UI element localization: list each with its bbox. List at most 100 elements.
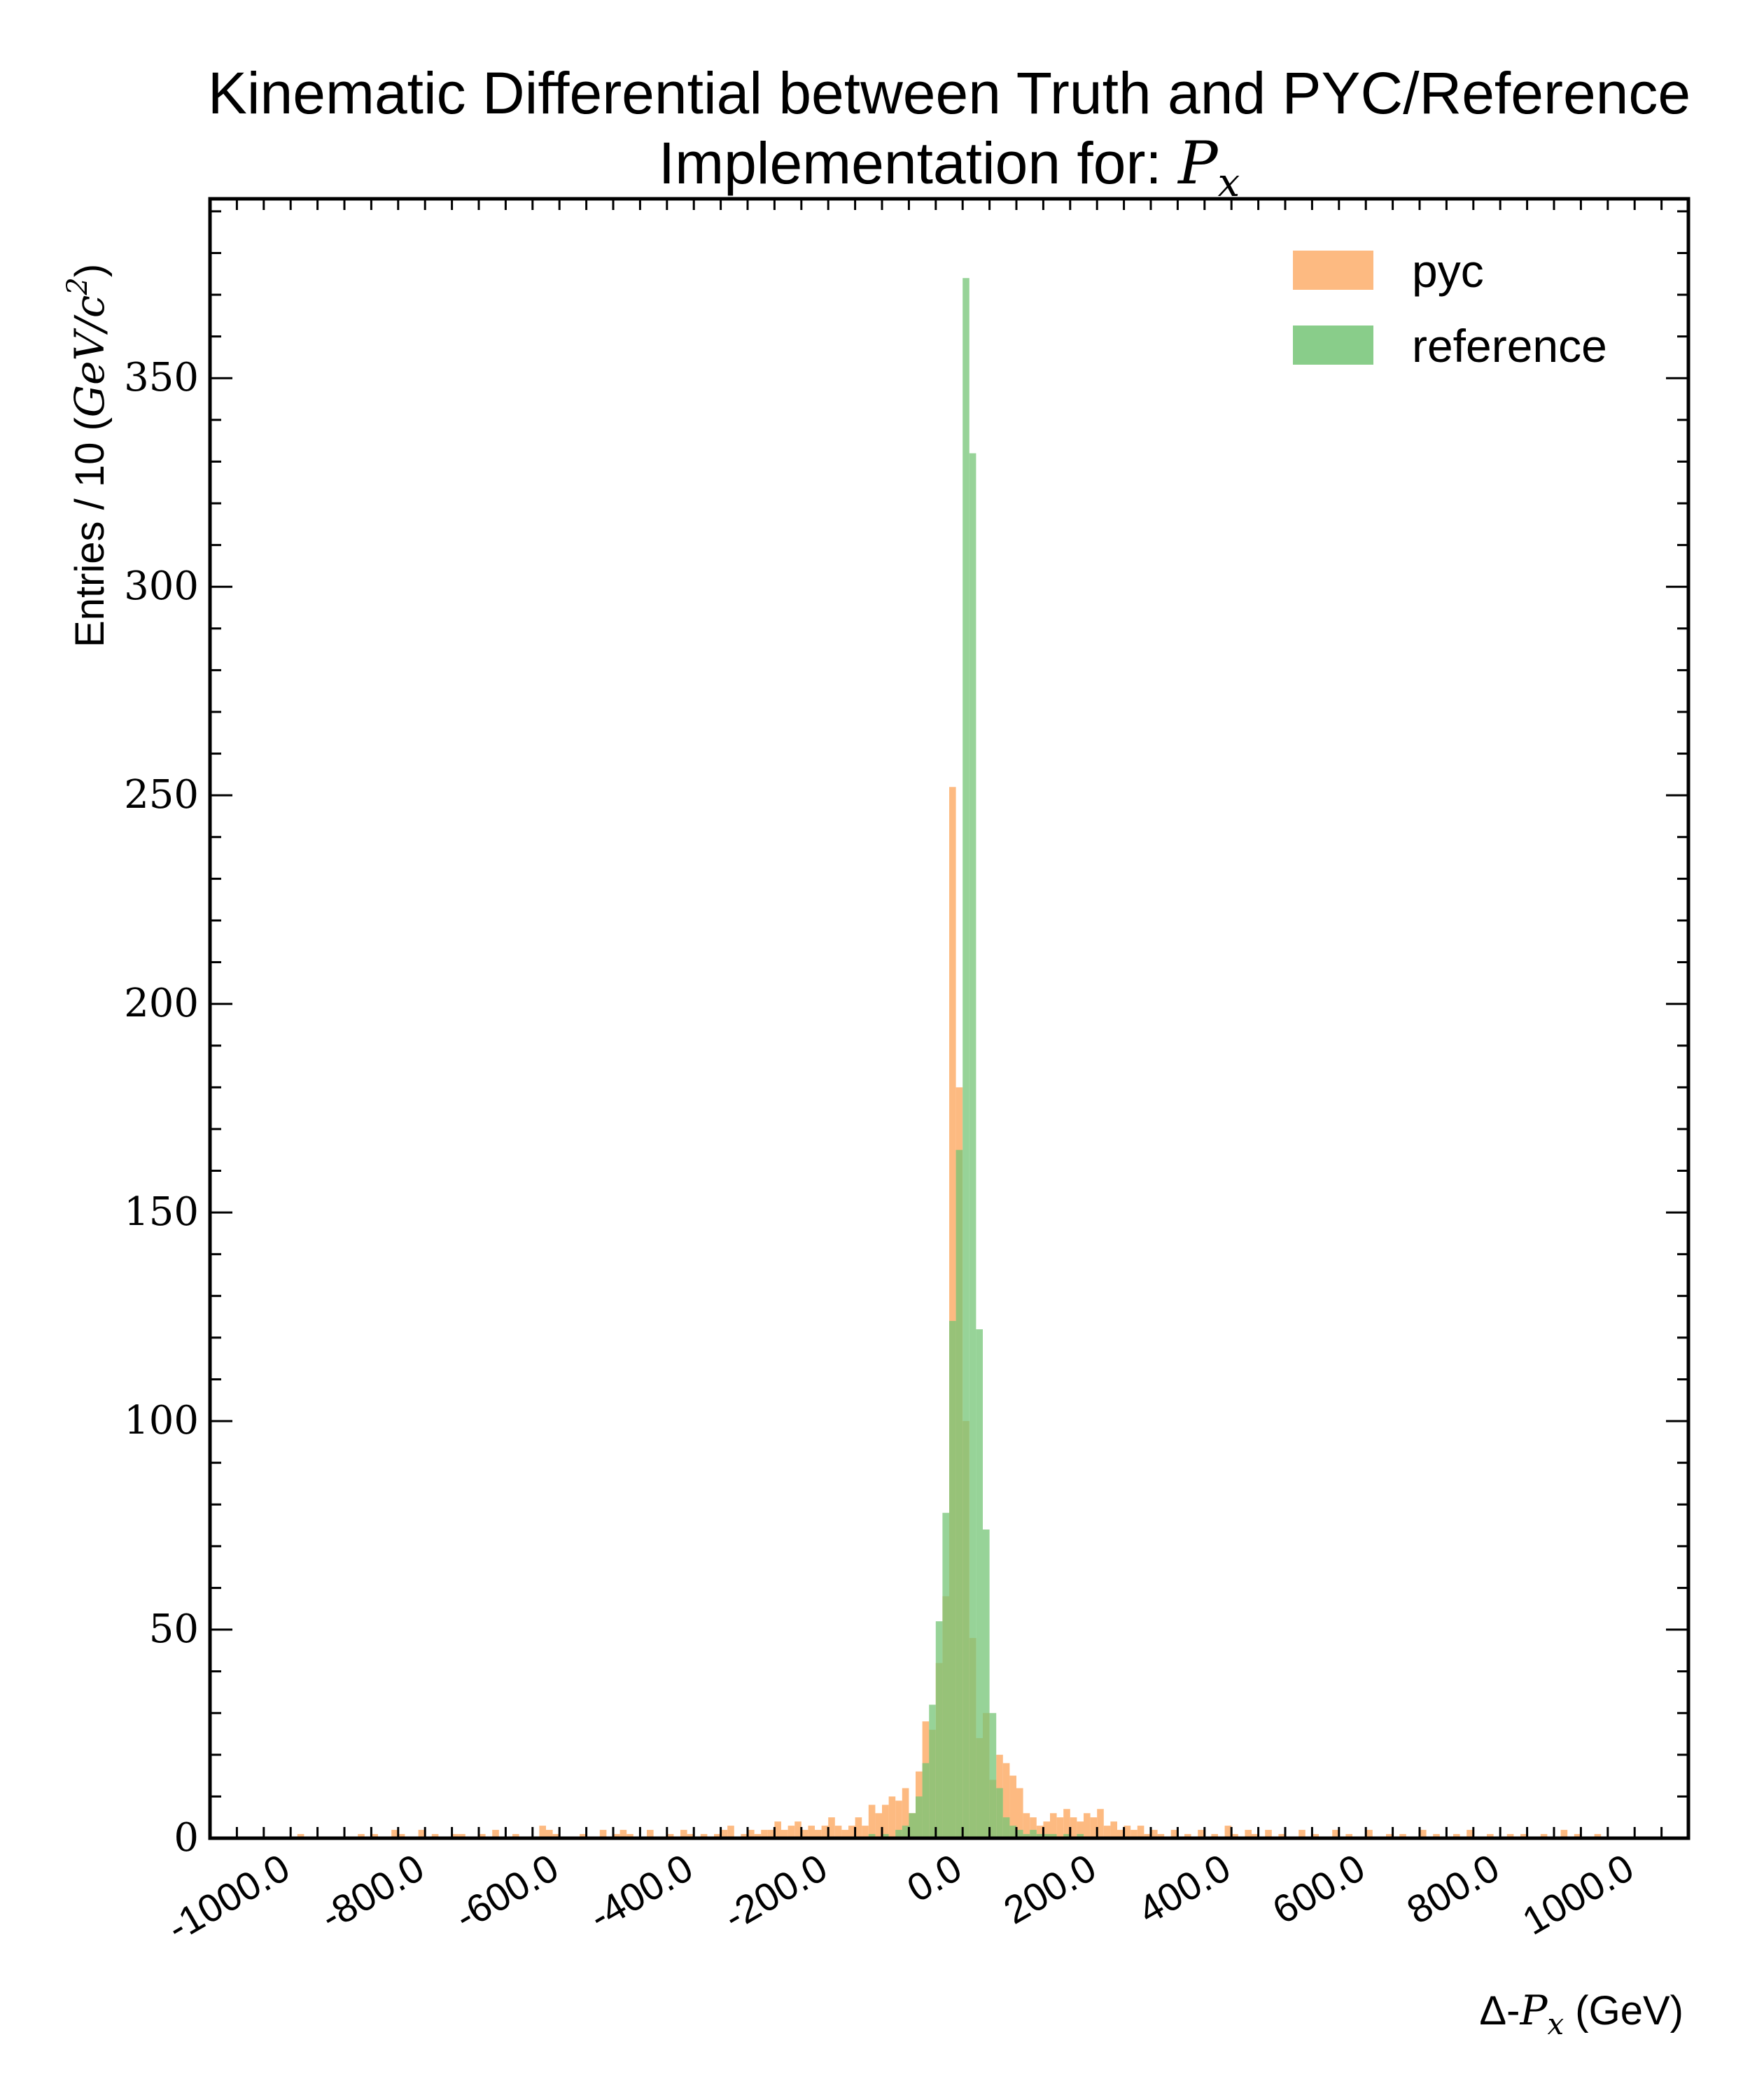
- histogram-bar-pyc: [1070, 1817, 1077, 1838]
- series-reference-bars: [868, 278, 1084, 1839]
- y-tick-label: 50: [149, 1606, 199, 1652]
- histogram-bar-reference: [1023, 1834, 1030, 1838]
- histogram-bar-pyc: [1252, 1834, 1259, 1838]
- histogram-bar-pyc: [1298, 1830, 1306, 1838]
- histogram-bar-reference: [895, 1830, 902, 1838]
- histogram-bar-pyc: [358, 1834, 365, 1838]
- histogram-bar-pyc: [794, 1821, 802, 1838]
- histogram-bar-pyc: [687, 1834, 694, 1838]
- histogram-bar-pyc: [1137, 1826, 1144, 1838]
- chart-title-line-2: Implementation for: Px: [659, 129, 1240, 206]
- histogram-bar-pyc: [1312, 1834, 1319, 1838]
- histogram-bar-pyc: [1036, 1826, 1044, 1838]
- histogram-bar-pyc: [1453, 1834, 1460, 1838]
- histogram-bar-pyc: [492, 1830, 499, 1838]
- histogram-bar-pyc: [539, 1826, 546, 1838]
- histogram-bar-reference: [1036, 1834, 1044, 1838]
- y-tick-label: 200: [124, 981, 199, 1026]
- histogram-bar-reference: [1030, 1830, 1037, 1838]
- histogram-bar-pyc: [1056, 1817, 1064, 1838]
- histogram-bar-pyc: [1211, 1834, 1218, 1838]
- histogram-bar-pyc: [808, 1826, 815, 1838]
- histogram-bar-pyc: [1103, 1826, 1111, 1838]
- x-axis-label: Δ-Px (GeV): [1479, 1987, 1684, 2041]
- histogram-bar-pyc: [714, 1834, 721, 1838]
- histogram-bar-pyc: [1009, 1775, 1016, 1838]
- legend-label-reference: reference: [1412, 320, 1607, 372]
- histogram-bar-pyc: [1130, 1830, 1138, 1838]
- histogram-bar-pyc: [1117, 1830, 1124, 1838]
- y-tick-label: 100: [124, 1398, 199, 1443]
- histogram-bar-pyc: [1030, 1817, 1037, 1838]
- histogram-bar-pyc: [841, 1830, 848, 1838]
- histogram-bar-reference: [955, 1149, 963, 1838]
- histogram-bar-pyc: [774, 1821, 781, 1838]
- histogram-bar-pyc: [815, 1830, 822, 1838]
- legend-swatch-pyc: [1293, 251, 1373, 290]
- histogram-bar-reference: [1077, 1834, 1084, 1838]
- y-tick-label: 250: [124, 772, 199, 818]
- histogram-bar-pyc: [1506, 1834, 1514, 1838]
- histogram-bar-pyc: [479, 1834, 486, 1838]
- histogram-bar-pyc: [1466, 1830, 1474, 1838]
- histogram-bar-pyc: [1198, 1830, 1205, 1838]
- histogram-bar-pyc: [512, 1834, 519, 1838]
- histogram-bar-pyc: [875, 1813, 882, 1838]
- chart-title-line-1: Kinematic Differential between Truth and…: [208, 60, 1690, 126]
- legend-label-pyc: pyc: [1412, 245, 1484, 297]
- histogram-bar-pyc: [1520, 1834, 1527, 1838]
- histogram-bar-pyc: [761, 1830, 768, 1838]
- histogram-bar-pyc: [902, 1788, 909, 1838]
- histogram-bar-pyc: [862, 1826, 869, 1838]
- histogram-bar-pyc: [855, 1817, 862, 1838]
- histogram-bar-pyc: [1224, 1826, 1232, 1838]
- histogram-bar-pyc: [1184, 1834, 1191, 1838]
- histogram-bar-pyc: [1278, 1834, 1285, 1838]
- histogram-bar-pyc: [700, 1834, 708, 1838]
- y-tick-label: 0: [174, 1815, 199, 1861]
- histogram-bar-pyc: [748, 1830, 755, 1838]
- histogram-bar-pyc: [398, 1834, 405, 1838]
- histogram-bar-pyc: [754, 1834, 762, 1838]
- histogram-bar-reference: [1050, 1834, 1057, 1838]
- histogram-bar-reference: [1016, 1830, 1023, 1838]
- histogram-bar-pyc: [1157, 1834, 1165, 1838]
- histogram-bar-pyc: [1540, 1834, 1548, 1838]
- histogram-bar-pyc: [888, 1796, 896, 1838]
- histogram-bar-pyc: [834, 1826, 842, 1838]
- histogram-bar-pyc: [1016, 1788, 1023, 1838]
- histogram-bar-pyc: [1433, 1834, 1440, 1838]
- histogram-bar-pyc: [1023, 1813, 1030, 1838]
- histogram-bar-reference: [969, 453, 976, 1838]
- histogram-bar-pyc: [1124, 1826, 1131, 1838]
- histogram-bar-pyc: [391, 1830, 398, 1838]
- histogram-bar-pyc: [1332, 1830, 1339, 1838]
- histogram-bar-pyc: [458, 1834, 465, 1838]
- histogram-bar-pyc: [552, 1834, 560, 1838]
- histogram-bar-reference: [942, 1513, 949, 1838]
- histogram-bar-pyc: [620, 1830, 627, 1838]
- histogram-bar-pyc: [1002, 1763, 1010, 1838]
- histogram-bar-pyc: [1487, 1834, 1494, 1838]
- histogram-bar-reference: [916, 1796, 923, 1838]
- axis-ticks: [209, 199, 1690, 1840]
- histogram-bar-pyc: [1063, 1809, 1070, 1838]
- histogram-bar-pyc: [781, 1830, 788, 1838]
- histogram-bar-reference: [989, 1713, 997, 1838]
- histogram-bar-pyc: [868, 1805, 876, 1838]
- histogram-bar-reference: [922, 1763, 930, 1838]
- histogram-bar-pyc: [828, 1817, 835, 1838]
- histogram-bar-reference: [1009, 1826, 1016, 1838]
- histogram-bar-pyc: [767, 1830, 775, 1838]
- y-tick-labels: 0 50 100 150 200 250 300 350: [124, 355, 199, 1861]
- histogram-bar-pyc: [680, 1830, 687, 1838]
- histogram-bar-pyc: [1560, 1830, 1568, 1838]
- histogram-bar-pyc: [1594, 1834, 1602, 1838]
- histogram-bar-pyc: [1097, 1809, 1104, 1838]
- histogram-bar-pyc: [647, 1830, 654, 1838]
- histogram-bar-pyc: [1050, 1813, 1057, 1838]
- y-axis-label: Entries / 10 (GeV/c2): [62, 264, 113, 648]
- histogram-bar-reference: [962, 278, 969, 1839]
